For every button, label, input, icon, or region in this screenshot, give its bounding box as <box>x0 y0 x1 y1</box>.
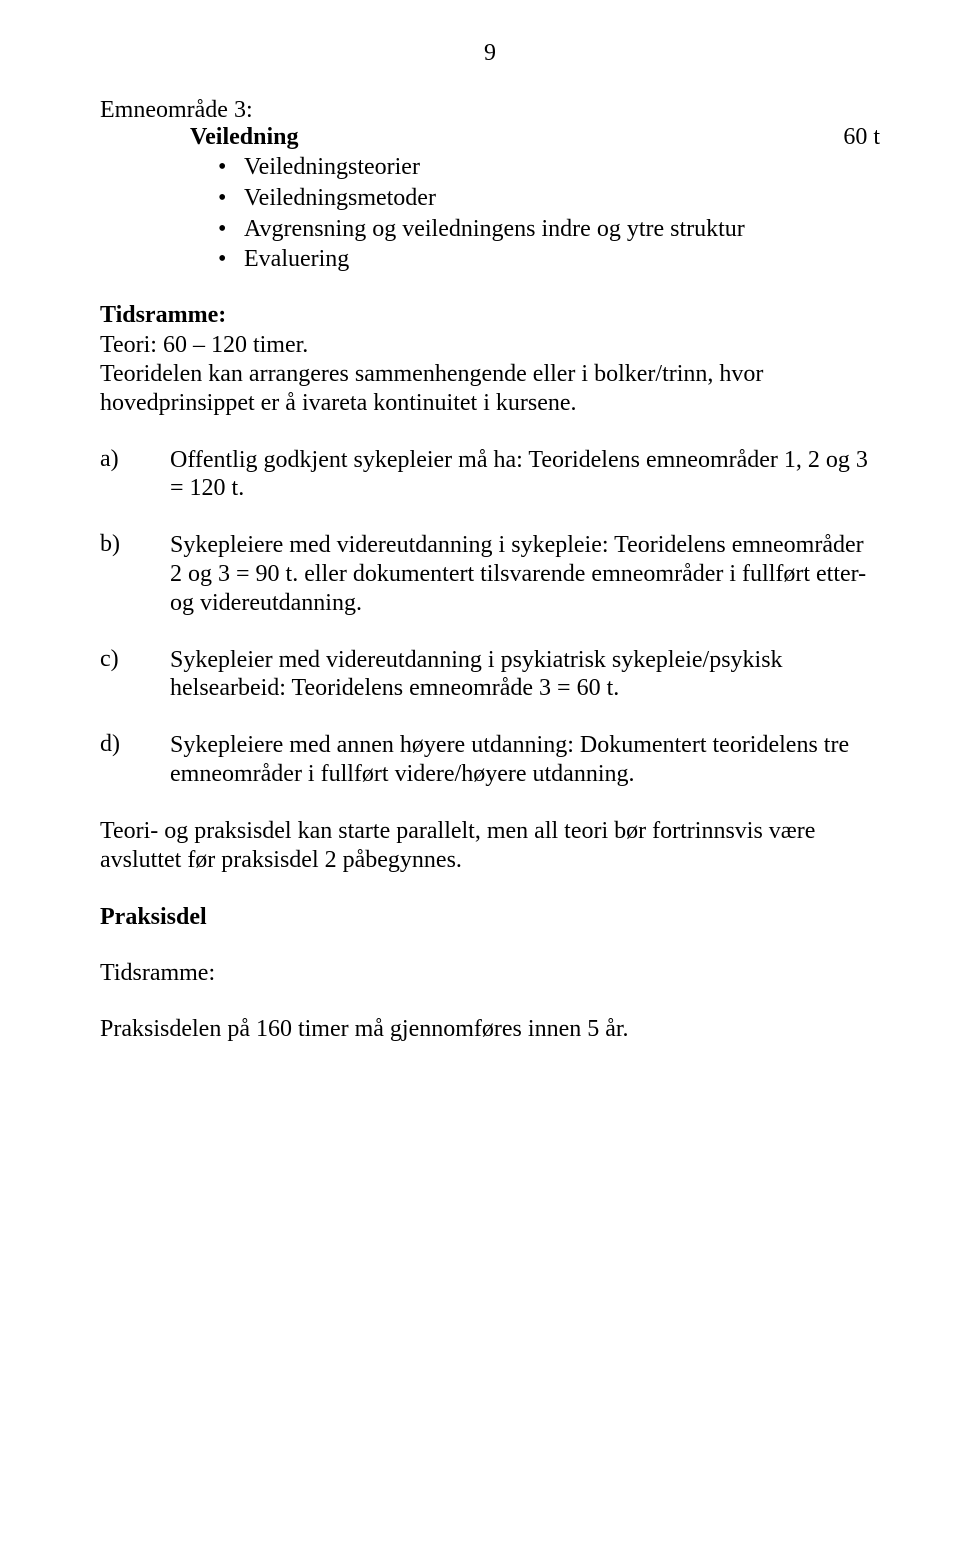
praksisdel-heading: Praksisdel <box>100 904 880 931</box>
item-letter: a) <box>100 446 170 504</box>
section-heading-row: Veiledning 60 t <box>100 124 880 151</box>
item-d: d) Sykepleiere med annen høyere utdannin… <box>100 731 880 789</box>
bullet-item: Evaluering <box>218 245 880 274</box>
tidsramme-line-1: Teori: 60 – 120 timer. <box>100 332 308 358</box>
tidsramme-line-2: Teoridelen kan arrangeres sammenhengende… <box>100 361 763 416</box>
item-letter: b) <box>100 531 170 617</box>
section-heading: Veiledning <box>190 124 298 151</box>
bullet-list: Veiledningsteorier Veiledningsmetoder Av… <box>218 153 880 274</box>
tidsramme-heading: Tidsramme: <box>100 302 880 329</box>
tidsramme2-heading: Tidsramme: <box>100 959 880 988</box>
closing-paragraph: Teori- og praksisdel kan starte parallel… <box>100 817 880 875</box>
item-c: c) Sykepleier med videreutdanning i psyk… <box>100 646 880 704</box>
final-line: Praksisdelen på 160 timer må gjennomføre… <box>100 1016 880 1043</box>
item-a: a) Offentlig godkjent sykepleier må ha: … <box>100 446 880 504</box>
item-content: Sykepleier med videreutdanning i psykiat… <box>170 646 880 704</box>
item-content: Offentlig godkjent sykepleier må ha: Teo… <box>170 446 880 504</box>
item-content: Sykepleiere med videreutdanning i sykepl… <box>170 531 880 617</box>
item-b: b) Sykepleiere med videreutdanning i syk… <box>100 531 880 617</box>
document-page: 9 Emneområde 3: Veiledning 60 t Veiledni… <box>0 0 960 1103</box>
section-label: Emneområde 3: <box>100 97 880 124</box>
bullet-item: Veiledningsteorier <box>218 153 880 182</box>
bullet-item: Veiledningsmetoder <box>218 184 880 213</box>
page-number: 9 <box>100 40 880 67</box>
item-letter: d) <box>100 731 170 789</box>
item-content: Sykepleiere med annen høyere utdanning: … <box>170 731 880 789</box>
bullet-item: Avgrensning og veiledningens indre og yt… <box>218 215 880 244</box>
tidsramme-intro: Teori: 60 – 120 timer. Teoridelen kan ar… <box>100 331 880 417</box>
section-hours: 60 t <box>843 124 880 151</box>
item-letter: c) <box>100 646 170 704</box>
